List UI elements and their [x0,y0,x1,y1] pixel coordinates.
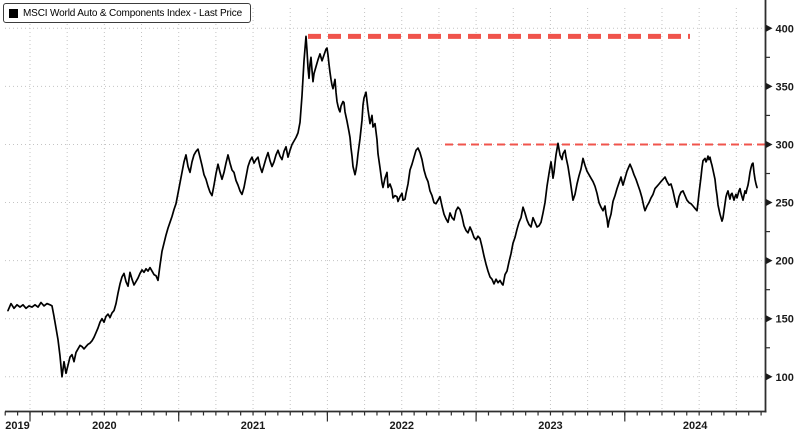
reference-lines [308,33,766,146]
x-axis-label-2023: 2023 [538,420,562,432]
y-axis-label-300: 300 [776,139,794,151]
y-tick-arrow-icon [766,315,773,323]
y-axis-label-100: 100 [776,372,794,384]
legend-swatch [9,8,18,18]
price-series [7,35,758,378]
x-axis-label-2021: 2021 [241,420,265,432]
x-axis-label-2022: 2022 [390,420,414,432]
y-tick-arrow-icon [766,257,773,265]
legend-label: MSCI World Auto & Components Index - Las… [23,7,242,19]
y-tick-arrow-icon [766,24,773,32]
y-axis-label-350: 350 [776,81,794,93]
y-axis-label-400: 400 [776,23,794,35]
y-tick-arrow-icon [766,82,773,90]
y-tick-arrow-icon [766,140,773,148]
x-axis-label-2019: 2019 [5,420,29,432]
y-axis: 400 350 300 250 200 150 100 [764,0,794,413]
gridlines [5,8,766,412]
price-line [7,35,758,378]
x-axis-label-2024: 2024 [683,420,708,432]
x-axis-label-2020: 2020 [92,420,116,432]
x-axis: 2019 2020 2021 2022 2023 2024 [4,410,767,432]
y-axis-label-150: 150 [776,314,794,326]
y-tick-arrow-icon [766,199,773,207]
legend: MSCI World Auto & Components Index - Las… [3,3,251,23]
y-axis-label-200: 200 [776,256,794,268]
y-tick-arrow-icon [766,373,773,381]
y-axis-label-250: 250 [776,198,794,210]
